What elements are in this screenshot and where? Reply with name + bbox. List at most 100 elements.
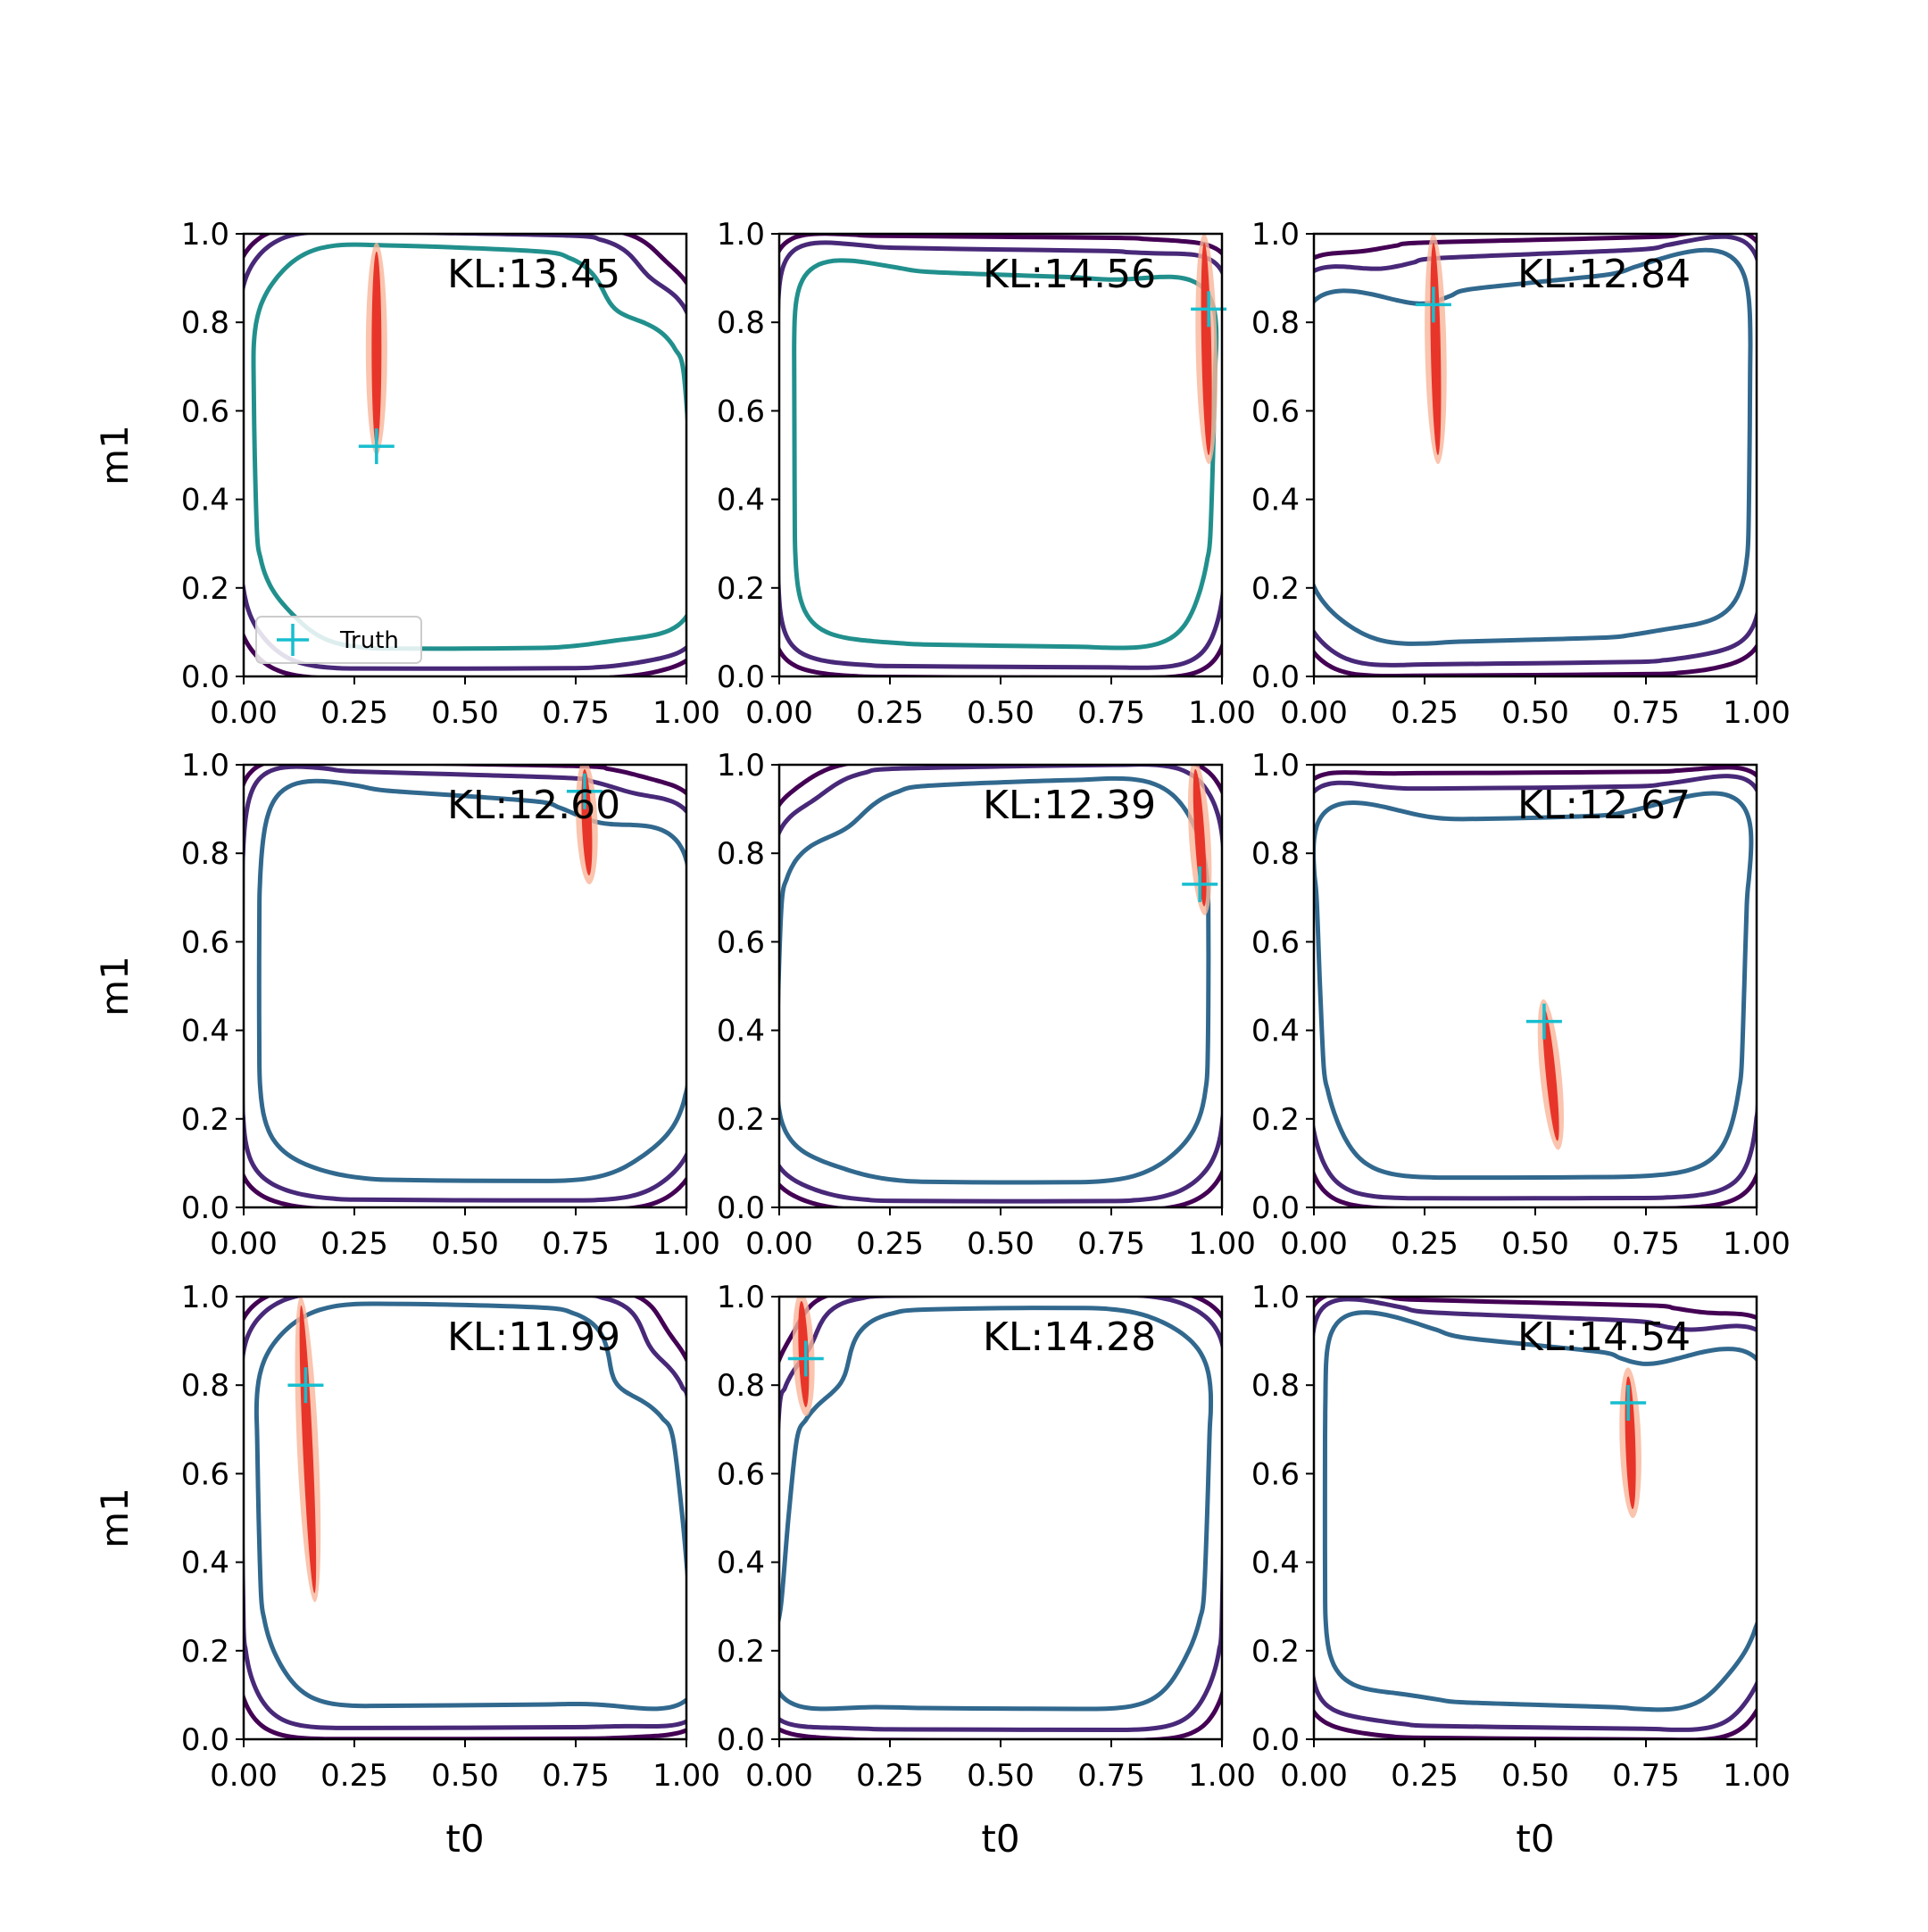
- x-tick-label: 0.25: [856, 1226, 924, 1262]
- y-tick-label: 0.4: [717, 1014, 765, 1049]
- x-tick-label: 0.75: [1077, 1758, 1145, 1794]
- y-axis-label: m1: [93, 1488, 137, 1548]
- x-tick-label: 0.50: [431, 1226, 499, 1262]
- x-tick-label: 0.75: [542, 695, 610, 731]
- y-tick-label: 0.2: [181, 1102, 229, 1138]
- posterior-core: [1193, 768, 1207, 907]
- y-tick-label: 0.2: [181, 1634, 229, 1670]
- axes-frame: [242, 232, 688, 678]
- x-tick-label: 0.25: [320, 1226, 388, 1262]
- y-tick-label: 0.8: [717, 1368, 765, 1404]
- density-contour-1: [779, 765, 1222, 1207]
- plot-area: [1314, 765, 1757, 1207]
- y-tick-label: 0.4: [717, 483, 765, 518]
- posterior-core: [798, 1300, 810, 1407]
- density-contour-2: [244, 234, 686, 671]
- y-tick-label: 1.0: [1251, 748, 1300, 784]
- kl-annotation: KL:12.39: [983, 783, 1156, 828]
- x-tick-label: 0.75: [542, 1758, 610, 1794]
- density-contour-2: [244, 765, 686, 1203]
- x-tick-label: 0.25: [320, 695, 388, 731]
- x-tick-label: 0.50: [967, 1758, 1035, 1794]
- y-tick-label: 0.4: [1251, 1014, 1300, 1049]
- y-tick-label: 1.0: [717, 1280, 765, 1315]
- density-contour-3: [779, 1306, 1214, 1712]
- x-tick-label: 0.00: [745, 695, 813, 731]
- density-contour-3: [256, 778, 686, 1183]
- truth-marker: [1182, 866, 1218, 902]
- axes-frame: [1312, 763, 1758, 1209]
- y-tick-label: 0.8: [181, 1368, 229, 1404]
- density-contour-1: [244, 765, 686, 1207]
- y-tick-label: 0.8: [1251, 305, 1300, 341]
- x-axis-label: t0: [445, 1817, 484, 1861]
- y-tick-label: 0.6: [181, 1456, 229, 1492]
- density-contour-1: [1314, 234, 1757, 676]
- plot-area: [1314, 234, 1757, 676]
- x-tick-label: 0.75: [1612, 1226, 1680, 1262]
- y-tick-label: 0.2: [1251, 1634, 1300, 1670]
- subplot-2: KL:14.56 0.00 0.25 0.50 0.75 1.00 0.0 0.2 0.4 0.6…: [717, 217, 1256, 731]
- y-tick-label: 1.0: [181, 217, 229, 253]
- y-tick-label: 0.6: [1251, 394, 1300, 429]
- y-tick-label: 1.0: [181, 1280, 229, 1315]
- density-contour-3: [253, 1301, 686, 1712]
- density-contour-2: [779, 240, 1222, 670]
- truth-marker: [1610, 1385, 1647, 1422]
- x-tick-label: 0.25: [856, 1758, 924, 1794]
- density-contour-2: [1314, 234, 1757, 667]
- y-tick-label: 0.4: [717, 1546, 765, 1581]
- x-axis-label: t0: [1516, 1817, 1554, 1861]
- density-contour-2: [779, 1297, 1222, 1733]
- kl-annotation: KL:14.54: [1517, 1314, 1691, 1360]
- y-tick-label: 0.2: [717, 571, 765, 607]
- y-tick-label: 1.0: [717, 217, 765, 253]
- truth-marker: [287, 1367, 324, 1404]
- x-tick-label: 0.25: [1391, 1226, 1458, 1262]
- y-tick-label: 0.2: [717, 1102, 765, 1138]
- y-axis-label: m1: [93, 425, 137, 485]
- y-tick-label: 0.0: [717, 659, 765, 695]
- legend-label: Truth: [339, 627, 399, 654]
- x-tick-label: 0.50: [967, 695, 1035, 731]
- y-tick-label: 1.0: [1251, 217, 1300, 253]
- x-tick-label: 1.00: [1723, 1226, 1791, 1262]
- y-tick-label: 1.0: [717, 748, 765, 784]
- legend: Truth: [255, 616, 422, 664]
- x-tick-label: 0.25: [1391, 1758, 1458, 1794]
- kl-annotation: KL:12.67: [1517, 783, 1691, 828]
- subplot-9: KL:14.54 0.00 0.25 0.50 0.75 1.00 0.0 0.2 0.4 0.6…: [1251, 1280, 1791, 1861]
- x-axis-label: t0: [981, 1817, 1019, 1861]
- y-tick-label: 0.0: [717, 1190, 765, 1226]
- posterior-core: [371, 251, 382, 447]
- x-tick-label: 0.25: [320, 1758, 388, 1794]
- density-contour-2: [1314, 774, 1757, 1201]
- x-tick-label: 0.75: [1612, 1758, 1680, 1794]
- truth-marker: [1191, 291, 1227, 328]
- density-contour-2: [244, 1297, 686, 1730]
- x-tick-label: 0.00: [210, 1226, 278, 1262]
- legend-box: [255, 616, 422, 664]
- x-tick-label: 1.00: [652, 1226, 720, 1262]
- y-tick-label: 0.2: [181, 571, 229, 607]
- y-tick-label: 0.6: [181, 925, 229, 960]
- density-contour-1: [1314, 1297, 1757, 1739]
- axes-frame: [1312, 232, 1758, 678]
- plot-area: [244, 234, 686, 676]
- y-tick-label: 0.8: [717, 305, 765, 341]
- plot-area: [779, 234, 1222, 676]
- posterior-core: [1542, 1007, 1559, 1141]
- y-tick-label: 0.4: [181, 1546, 229, 1581]
- y-tick-label: 0.8: [717, 836, 765, 872]
- x-tick-label: 1.00: [1723, 1758, 1791, 1794]
- y-tick-label: 0.2: [717, 1634, 765, 1670]
- density-contour-1: [244, 1297, 686, 1739]
- kl-annotation: KL:11.99: [447, 1314, 620, 1360]
- y-tick-label: 0.6: [181, 394, 229, 429]
- kl-annotation: KL:12.60: [447, 783, 620, 828]
- kl-annotation: KL:12.84: [1517, 252, 1691, 297]
- y-tick-label: 0.0: [181, 1190, 229, 1226]
- x-tick-label: 0.75: [1077, 695, 1145, 731]
